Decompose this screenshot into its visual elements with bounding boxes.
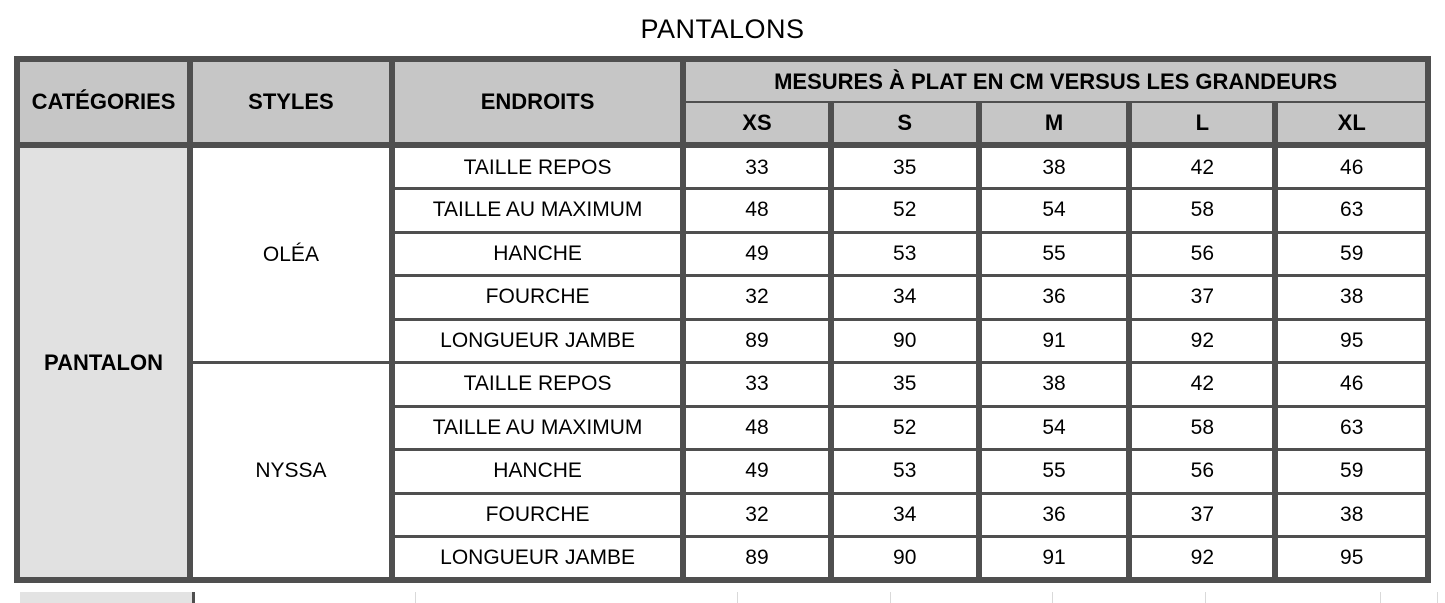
- value-cell: 53: [827, 448, 982, 495]
- endroit-cell: LONGUEUR JAMBE: [388, 317, 687, 364]
- size-chart-table: CATÉGORIES STYLES ENDROITS MESURES À PLA…: [13, 56, 1431, 583]
- spreadsheet-partial-row: [0, 592, 1445, 603]
- spreadsheet-gridline: [1380, 592, 1381, 603]
- endroit-cell: FOURCHE: [388, 491, 687, 538]
- header-size-xs: XS: [680, 101, 834, 148]
- value-cell: 38: [975, 143, 1133, 190]
- value-cell: 58: [1126, 404, 1279, 451]
- value-cell: 36: [975, 491, 1133, 538]
- table-row: HANCHE 49 53 55 56 59: [17, 230, 1431, 277]
- value-cell: 55: [975, 448, 1133, 495]
- value-cell: 95: [1272, 535, 1431, 582]
- value-cell: 34: [827, 491, 982, 538]
- value-cell: 58: [1126, 187, 1279, 234]
- table-row: NYSSA TAILLE REPOS 33 35 38 42 46: [17, 361, 1431, 582]
- value-cell: 46: [1272, 361, 1431, 408]
- value-cell: 42: [1126, 143, 1279, 190]
- value-cell: 95: [1272, 317, 1431, 364]
- header-size-s: S: [827, 101, 982, 148]
- header-size-m: M: [975, 101, 1133, 148]
- value-cell: 63: [1272, 404, 1431, 451]
- endroit-cell: TAILLE REPOS: [388, 361, 687, 408]
- spreadsheet-gridline: [1052, 592, 1053, 603]
- value-cell: 37: [1126, 274, 1279, 321]
- header-styles: STYLES: [187, 57, 395, 148]
- value-cell: 38: [1272, 491, 1431, 538]
- table-row: FOURCHE 32 34 36 37 38: [17, 274, 1431, 321]
- spreadsheet-gridline: [415, 592, 416, 603]
- value-cell: 48: [680, 187, 834, 234]
- value-cell: 34: [827, 274, 982, 321]
- value-cell: 92: [1126, 535, 1279, 582]
- endroit-cell: TAILLE AU MAXIMUM: [388, 404, 687, 451]
- style-cell-olea: OLÉA: [187, 143, 395, 364]
- spreadsheet-gridline: [1205, 592, 1206, 603]
- value-cell: 52: [827, 404, 982, 451]
- header-row-main: CATÉGORIES STYLES ENDROITS MESURES À PLA…: [13, 57, 1431, 148]
- table-row: TAILLE AU MAXIMUM 48 52 54 58 63: [17, 404, 1431, 451]
- table-row: LONGUEUR JAMBE 89 90 91 92 95: [17, 535, 1431, 582]
- value-cell: 90: [827, 317, 982, 364]
- partial-column-border: [192, 592, 195, 603]
- value-cell: 38: [975, 361, 1133, 408]
- value-cell: 54: [975, 404, 1133, 451]
- endroit-cell: LONGUEUR JAMBE: [388, 535, 687, 582]
- value-cell: 33: [680, 361, 834, 408]
- table-row: HANCHE 49 53 55 56 59: [17, 448, 1431, 495]
- value-cell: 90: [827, 535, 982, 582]
- value-cell: 35: [827, 143, 982, 190]
- table-row: FOURCHE 32 34 36 37 38: [17, 491, 1431, 538]
- value-cell: 89: [680, 535, 834, 582]
- partial-gray-cell: [20, 592, 192, 603]
- value-cell: 46: [1272, 143, 1431, 190]
- header-measures-group: MESURES À PLAT EN CM VERSUS LES GRANDEUR…: [680, 57, 1431, 103]
- value-cell: 59: [1272, 448, 1431, 495]
- header-row-sizes: XS S M L XL: [17, 101, 1431, 148]
- endroit-cell: TAILLE AU MAXIMUM: [388, 187, 687, 234]
- value-cell: 91: [975, 535, 1133, 582]
- value-cell: 92: [1126, 317, 1279, 364]
- value-cell: 49: [680, 230, 834, 277]
- spreadsheet-gridline: [890, 592, 891, 603]
- value-cell: 91: [975, 317, 1133, 364]
- value-cell: 53: [827, 230, 982, 277]
- spreadsheet-gridline: [1437, 592, 1438, 603]
- value-cell: 52: [827, 187, 982, 234]
- header-size-xl: XL: [1272, 101, 1431, 148]
- value-cell: 49: [680, 448, 834, 495]
- value-cell: 36: [975, 274, 1133, 321]
- value-cell: 37: [1126, 491, 1279, 538]
- value-cell: 54: [975, 187, 1133, 234]
- header-categories: CATÉGORIES: [13, 57, 194, 148]
- category-cell: PANTALON: [13, 143, 194, 582]
- value-cell: 33: [680, 143, 834, 190]
- value-cell: 38: [1272, 274, 1431, 321]
- value-cell: 56: [1126, 230, 1279, 277]
- value-cell: 63: [1272, 187, 1431, 234]
- value-cell: 56: [1126, 448, 1279, 495]
- value-cell: 89: [680, 317, 834, 364]
- page-title: PANTALONS: [640, 14, 805, 44]
- table-row: PANTALON OLÉA TAILLE REPOS 33 35 38 42 4…: [13, 143, 1431, 582]
- table-row: TAILLE AU MAXIMUM 48 52 54 58 63: [17, 187, 1431, 234]
- value-cell: 42: [1126, 361, 1279, 408]
- value-cell: 55: [975, 230, 1133, 277]
- header-endroits: ENDROITS: [388, 57, 687, 148]
- endroit-cell: FOURCHE: [388, 274, 687, 321]
- style-cell-nyssa: NYSSA: [187, 361, 395, 582]
- endroit-cell: HANCHE: [388, 230, 687, 277]
- value-cell: 32: [680, 491, 834, 538]
- table-row: LONGUEUR JAMBE 89 90 91 92 95: [17, 317, 1431, 364]
- value-cell: 48: [680, 404, 834, 451]
- value-cell: 32: [680, 274, 834, 321]
- header-size-l: L: [1126, 101, 1279, 148]
- spreadsheet-gridline: [737, 592, 738, 603]
- value-cell: 59: [1272, 230, 1431, 277]
- endroit-cell: TAILLE REPOS: [388, 143, 687, 190]
- value-cell: 35: [827, 361, 982, 408]
- endroit-cell: HANCHE: [388, 448, 687, 495]
